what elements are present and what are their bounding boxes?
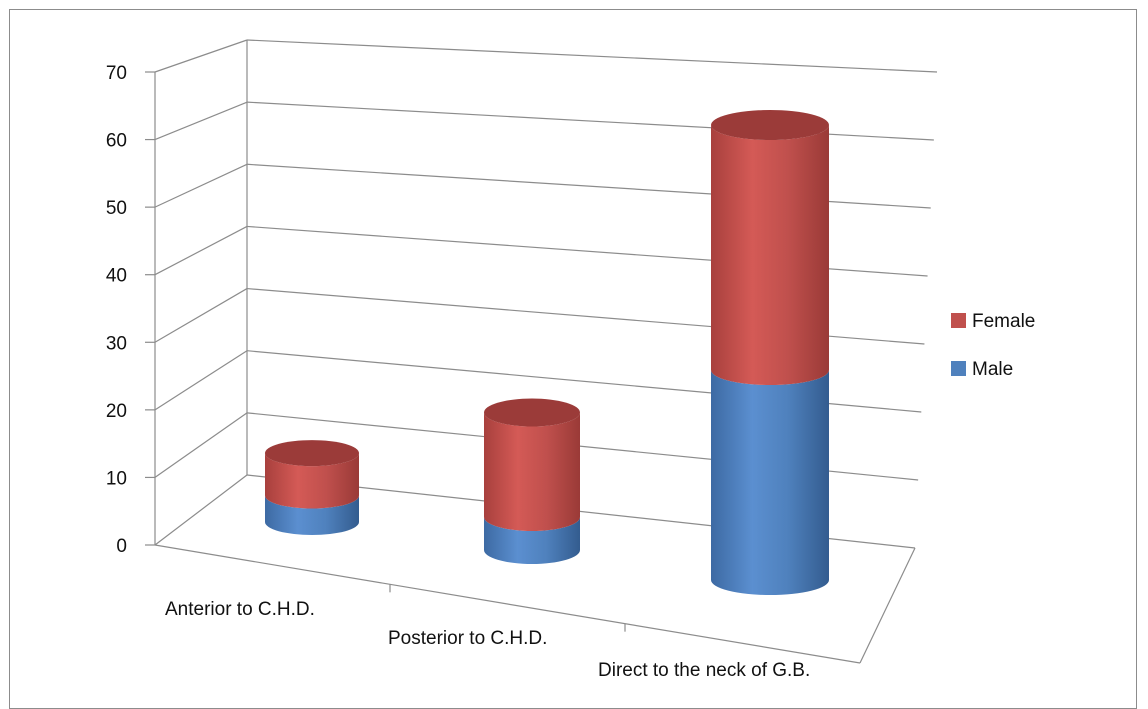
gridline-side bbox=[154, 350, 248, 411]
y-tick-label: 60 bbox=[106, 131, 127, 152]
x-category-label: Anterior to C.H.D. bbox=[165, 599, 315, 620]
gridline-side bbox=[154, 474, 248, 546]
bar-top-cap bbox=[484, 398, 580, 427]
gridline-back bbox=[246, 39, 938, 73]
gridline-side bbox=[154, 412, 248, 478]
legend-label-female: Female bbox=[972, 311, 1035, 332]
bar-male bbox=[484, 517, 580, 564]
legend: Female Male bbox=[951, 311, 1035, 380]
gridline-side bbox=[154, 225, 248, 276]
bar-top-cap bbox=[711, 110, 829, 140]
x-axis-line bbox=[154, 544, 861, 664]
legend-swatch-female bbox=[951, 313, 966, 328]
floor-right-edge bbox=[859, 547, 916, 664]
legend-swatch-male bbox=[951, 361, 966, 376]
bar-top-cap bbox=[265, 440, 359, 467]
y-tick-label: 50 bbox=[106, 198, 127, 219]
axis-layer bbox=[145, 40, 916, 664]
y-tick-label: 30 bbox=[106, 333, 127, 354]
y-tick-label: 20 bbox=[106, 401, 127, 422]
legend-label-male: Male bbox=[972, 359, 1013, 380]
labels-layer: 0 10 20 30 40 50 60 70 Anterior to C.H.D. Posteri… bbox=[106, 63, 810, 681]
gridline-side bbox=[154, 163, 248, 208]
x-category-label: Posterior to C.H.D. bbox=[388, 628, 547, 649]
bar-male bbox=[265, 495, 359, 535]
bar-female bbox=[711, 125, 829, 385]
x-category-label: Direct to the neck of G.B. bbox=[598, 660, 810, 681]
gridline-side bbox=[154, 288, 248, 343]
bars-layer bbox=[265, 110, 829, 595]
chart-svg: 0 10 20 30 40 50 60 70 Anterior to C.H.D. Posteri… bbox=[106, 39, 1035, 681]
bar-female bbox=[484, 412, 580, 531]
chart-frame bbox=[9, 9, 1137, 709]
y-tick-label: 10 bbox=[106, 468, 127, 489]
gridline-side bbox=[154, 101, 248, 141]
gridline-side bbox=[154, 39, 248, 73]
y-tick-label: 70 bbox=[106, 63, 127, 84]
bar-female bbox=[265, 453, 359, 509]
y-tick-label: 40 bbox=[106, 266, 127, 287]
bar-male bbox=[711, 370, 829, 595]
gridline-back bbox=[246, 101, 934, 141]
y-tick-label: 0 bbox=[116, 536, 127, 557]
